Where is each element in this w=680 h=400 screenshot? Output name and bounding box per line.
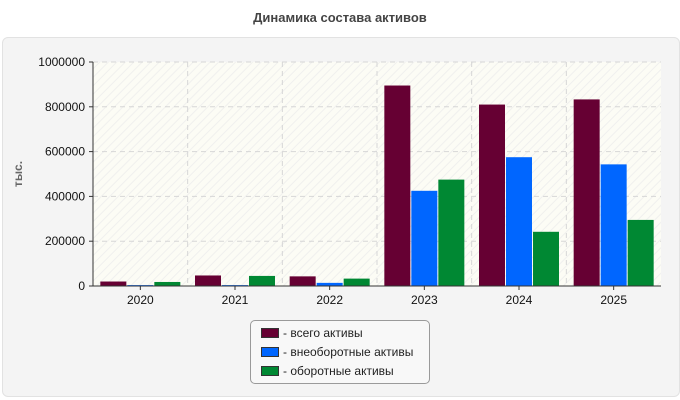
bar-2023-series-0 — [384, 85, 411, 287]
bar-2025-series-0 — [573, 99, 600, 287]
y-tick-label: 1000000 — [38, 55, 85, 69]
legend-swatch-current-assets — [261, 366, 279, 376]
legend-item-noncurrent-assets: - внеоборотные активы — [261, 344, 413, 360]
x-tick-label: 2021 — [222, 293, 249, 307]
x-tick-label: 2020 — [127, 293, 154, 307]
y-tick-label: 800000 — [45, 100, 85, 114]
bar-2024-series-0 — [479, 104, 505, 286]
chart-legend: - всего активы - внеоборотные активы - о… — [250, 320, 430, 384]
x-tick-label: 2025 — [600, 293, 627, 307]
legend-swatch-total-assets — [261, 328, 279, 338]
bar-2021-series-0 — [195, 275, 221, 286]
bar-2023-series-1 — [411, 190, 438, 286]
x-tick-label: 2023 — [411, 293, 438, 307]
y-tick-label: 600000 — [45, 145, 85, 159]
x-tick-label: 2024 — [506, 293, 533, 307]
bar-2025-series-1 — [600, 164, 627, 286]
legend-label-noncurrent-assets: - внеоборотные активы — [283, 345, 414, 359]
bar-2025-series-2 — [627, 219, 654, 286]
y-tick-label: 200000 — [45, 234, 85, 248]
legend-item-current-assets: - оборотные активы — [261, 363, 394, 379]
y-axis-label: тыс. — [11, 161, 25, 187]
bar-2022-series-1 — [316, 282, 343, 286]
bar-2020-series-0 — [100, 281, 127, 286]
bar-2024-series-1 — [506, 157, 532, 286]
chart-title: Динамика состава активов — [253, 10, 427, 25]
bar-2024-series-2 — [533, 231, 559, 286]
bar-2023-series-2 — [438, 179, 465, 286]
bar-2020-series-2 — [154, 281, 181, 286]
legend-swatch-noncurrent-assets — [261, 347, 279, 357]
bar-2021-series-2 — [249, 275, 275, 286]
bar-2022-series-0 — [289, 276, 316, 286]
bar-2022-series-2 — [343, 278, 370, 286]
y-tick-label: 400000 — [45, 189, 85, 203]
y-tick-label: 0 — [78, 279, 85, 293]
legend-label-total-assets: - всего активы — [283, 326, 363, 340]
legend-item-total-assets: - всего активы — [261, 325, 363, 341]
legend-label-current-assets: - оборотные активы — [283, 364, 394, 378]
x-tick-label: 2022 — [316, 293, 343, 307]
